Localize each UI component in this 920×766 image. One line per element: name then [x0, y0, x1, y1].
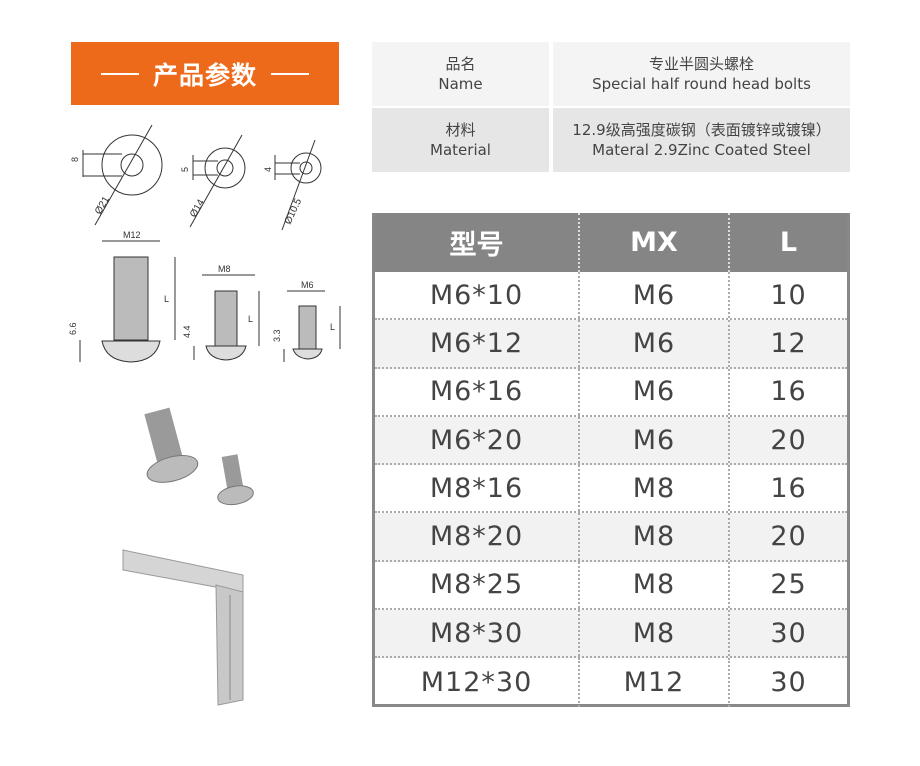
cell-l: 20 — [770, 521, 807, 553]
side-view-m8: M8 L 4.4 — [182, 264, 260, 361]
cell-model: M8*30 — [375, 610, 580, 657]
cell-l: 16 — [770, 472, 807, 504]
info-row-name: 品名 Name 专业半圆头螺栓 Special half round head bo… — [372, 42, 850, 106]
cell-model: M6*16 — [375, 368, 580, 415]
table-row: M6*16 M6 16 — [375, 368, 847, 417]
cell-mx: M8 — [580, 610, 730, 657]
dim-label: 4.4 — [182, 325, 192, 338]
cell-mx: M6 — [580, 416, 730, 464]
header-model: 型号 — [375, 213, 580, 272]
top-view-m12: 8 Ø21 — [70, 124, 163, 226]
cell-model: M6*12 — [375, 320, 580, 367]
cell-mx: M8 — [580, 513, 730, 560]
table-row: M12*30 M12 30 — [375, 658, 847, 707]
value-en: Special half round head bolts — [592, 75, 811, 93]
table-row: M8*25 M8 25 — [375, 561, 847, 611]
section-banner: 产品参数 — [71, 42, 339, 105]
table-row: M6*10 M6 10 — [375, 272, 847, 321]
value-cn: 专业半圆头螺栓 — [648, 55, 754, 73]
header-mx: MX — [580, 213, 730, 272]
side-view-m12: M12 L 6.6 — [68, 230, 176, 363]
dim-label: L — [164, 294, 169, 304]
cell-model: M8*16 — [375, 465, 580, 512]
dim-label: 3.3 — [272, 329, 282, 342]
dim-label: 6.6 — [68, 322, 78, 335]
spec-table: 型号 MX L M6*10 M6 10 M6*12 M6 12 M6*16 M6 16 M6*20… — [372, 213, 850, 707]
table-row: M6*12 M6 12 — [375, 320, 847, 369]
table-row: M8*16 M8 16 — [375, 465, 847, 514]
spec-header: 型号 MX L — [375, 213, 847, 272]
cell-l: 25 — [770, 569, 807, 601]
value-cn: 12.9级高强度碳钢（表面镀锌或镀镍） — [572, 121, 831, 139]
technical-drawing: 8 Ø21 5 Ø14 4 Ø10.5 M12 L 6.6 M8 L 4.4 M… — [68, 124, 341, 363]
cell-model: M6*20 — [375, 416, 580, 464]
cell-mx: M8 — [580, 561, 730, 609]
dim-label: Ø10.5 — [283, 197, 305, 227]
table-row: M8*30 M8 30 — [375, 610, 847, 659]
table-row: M8*20 M8 20 — [375, 513, 847, 562]
table-row: M6*20 M6 20 — [375, 416, 847, 466]
cell-model: M6*10 — [375, 272, 580, 319]
dim-label: M6 — [301, 280, 314, 290]
divider — [100, 72, 139, 75]
bolt-photo — [144, 407, 254, 506]
dim-label: 8 — [70, 157, 80, 162]
top-view-m8: 5 Ø14 — [180, 134, 246, 228]
aluminum-profile-photo — [122, 549, 244, 706]
dim-label: L — [248, 314, 253, 324]
cell-model: M12*30 — [375, 658, 580, 707]
cell-mx: M6 — [580, 368, 730, 415]
dim-label: L — [330, 322, 335, 332]
dim-label: Ø21 — [93, 194, 112, 216]
cell-l: 16 — [770, 376, 807, 408]
key-en: Name — [438, 75, 483, 93]
cell-l: 30 — [770, 617, 807, 649]
top-view-m6: 4 Ø10.5 — [263, 139, 322, 231]
dim-label: 4 — [263, 167, 273, 172]
value-en: Materal 2.9Zinc Coated Steel — [592, 141, 811, 159]
divider — [271, 72, 309, 75]
cell-model: M8*25 — [375, 561, 580, 609]
cell-l: 30 — [770, 667, 807, 699]
dim-label: M8 — [218, 264, 231, 274]
cell-mx: M6 — [580, 272, 730, 319]
cell-l: 20 — [770, 424, 807, 456]
cell-model: M8*20 — [375, 513, 580, 560]
header-l: L — [779, 227, 798, 258]
side-view-m6: M6 L 3.3 — [272, 280, 341, 362]
key-en: Material — [430, 141, 491, 159]
banner-title: 产品参数 — [152, 60, 257, 90]
dim-label: 5 — [180, 167, 190, 172]
info-row-material: 材料 Material 12.9级高强度碳钢（表面镀锌或镀镍） Materal 2.… — [372, 108, 850, 172]
key-cn: 材料 — [445, 121, 476, 139]
cell-mx: M12 — [580, 658, 730, 707]
cell-mx: M6 — [580, 320, 730, 367]
key-cn: 品名 — [445, 55, 476, 73]
cell-mx: M8 — [580, 465, 730, 512]
cell-l: 12 — [770, 327, 807, 359]
cell-l: 10 — [770, 279, 807, 311]
dim-label: M12 — [123, 230, 141, 240]
